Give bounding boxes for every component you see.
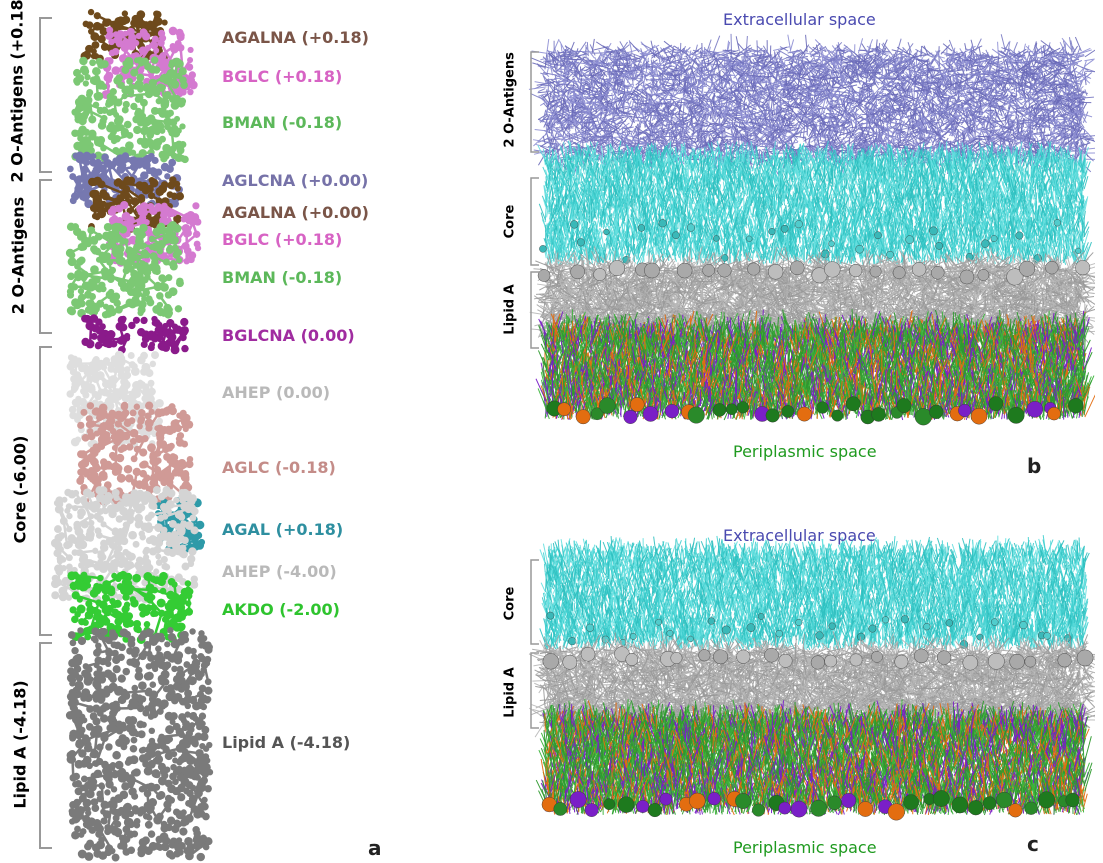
extracellular-label: Extracellular space — [723, 526, 876, 545]
extracellular-label: Extracellular space — [723, 10, 876, 29]
bracket-core — [530, 177, 539, 266]
group-label-core: Core (-6.00) — [11, 430, 30, 550]
membrane-render-c — [528, 535, 1095, 821]
bracket-lipid — [39, 642, 52, 849]
panel-b: 2 O-Antigens Core Lipid A Extracellular … — [495, 10, 1095, 480]
region-label-antigens: 2 O-Antigens — [503, 52, 518, 147]
bracket-antigens — [39, 17, 52, 173]
residue-label: BGLC (+0.18) — [222, 67, 342, 86]
panel-letter-b: b — [1027, 454, 1041, 478]
bracket-antigens-2 — [39, 179, 52, 334]
residue-label: AKDO (-2.00) — [222, 600, 340, 619]
panel-letter-a: a — [368, 836, 382, 860]
panel-a: 2 O-Antigens (+0.18) 2 O-Antigens Core (… — [0, 0, 470, 863]
residue-label: AHEP (-4.00) — [222, 562, 337, 581]
group-label-antigens: 2 O-Antigens (+0.18) — [8, 0, 27, 183]
bracket-antigens — [530, 51, 539, 153]
bracket-core — [39, 346, 52, 636]
bracket-lipid — [530, 271, 539, 349]
residue-label: BMAN (-0.18) — [222, 113, 342, 132]
group-brackets — [39, 17, 52, 849]
residue-label: BMAN (-0.18) — [222, 268, 342, 287]
residue-label: AGALNA (+0.00) — [222, 203, 369, 222]
residue-label: BGLCNA (0.00) — [222, 326, 355, 345]
panel-letter-c: c — [1027, 832, 1039, 856]
group-label-lipid: Lipid A (-4.18) — [11, 675, 30, 815]
residue-label: AGLCNA (+0.00) — [222, 171, 368, 190]
periplasmic-label: Periplasmic space — [733, 442, 877, 461]
residue-label: AGAL (+0.18) — [222, 520, 343, 539]
membrane-render-b — [528, 33, 1095, 426]
residue-label: AGLC (-0.18) — [222, 458, 336, 477]
residue-label: BGLC (+0.18) — [222, 230, 342, 249]
region-label-core: Core — [503, 192, 518, 252]
group-label-antigens-2: 2 O-Antigens — [9, 186, 28, 326]
residue-label: Lipid A (-4.18) — [222, 733, 350, 752]
region-label-lipid: Lipid A — [503, 663, 518, 723]
lps-molecule-structure — [50, 8, 214, 862]
region-label-lipid: Lipid A — [503, 280, 518, 340]
bracket-lipid — [530, 652, 539, 729]
panel-c: Core Lipid A Extracellular space Peripla… — [495, 520, 1095, 860]
region-brackets-b — [530, 51, 539, 349]
residue-label: AHEP (0.00) — [222, 383, 330, 402]
residue-label: AGALNA (+0.18) — [222, 28, 369, 47]
region-brackets-c — [530, 559, 539, 729]
bracket-core — [530, 559, 539, 645]
periplasmic-label: Periplasmic space — [733, 838, 877, 857]
region-label-core: Core — [503, 574, 518, 634]
